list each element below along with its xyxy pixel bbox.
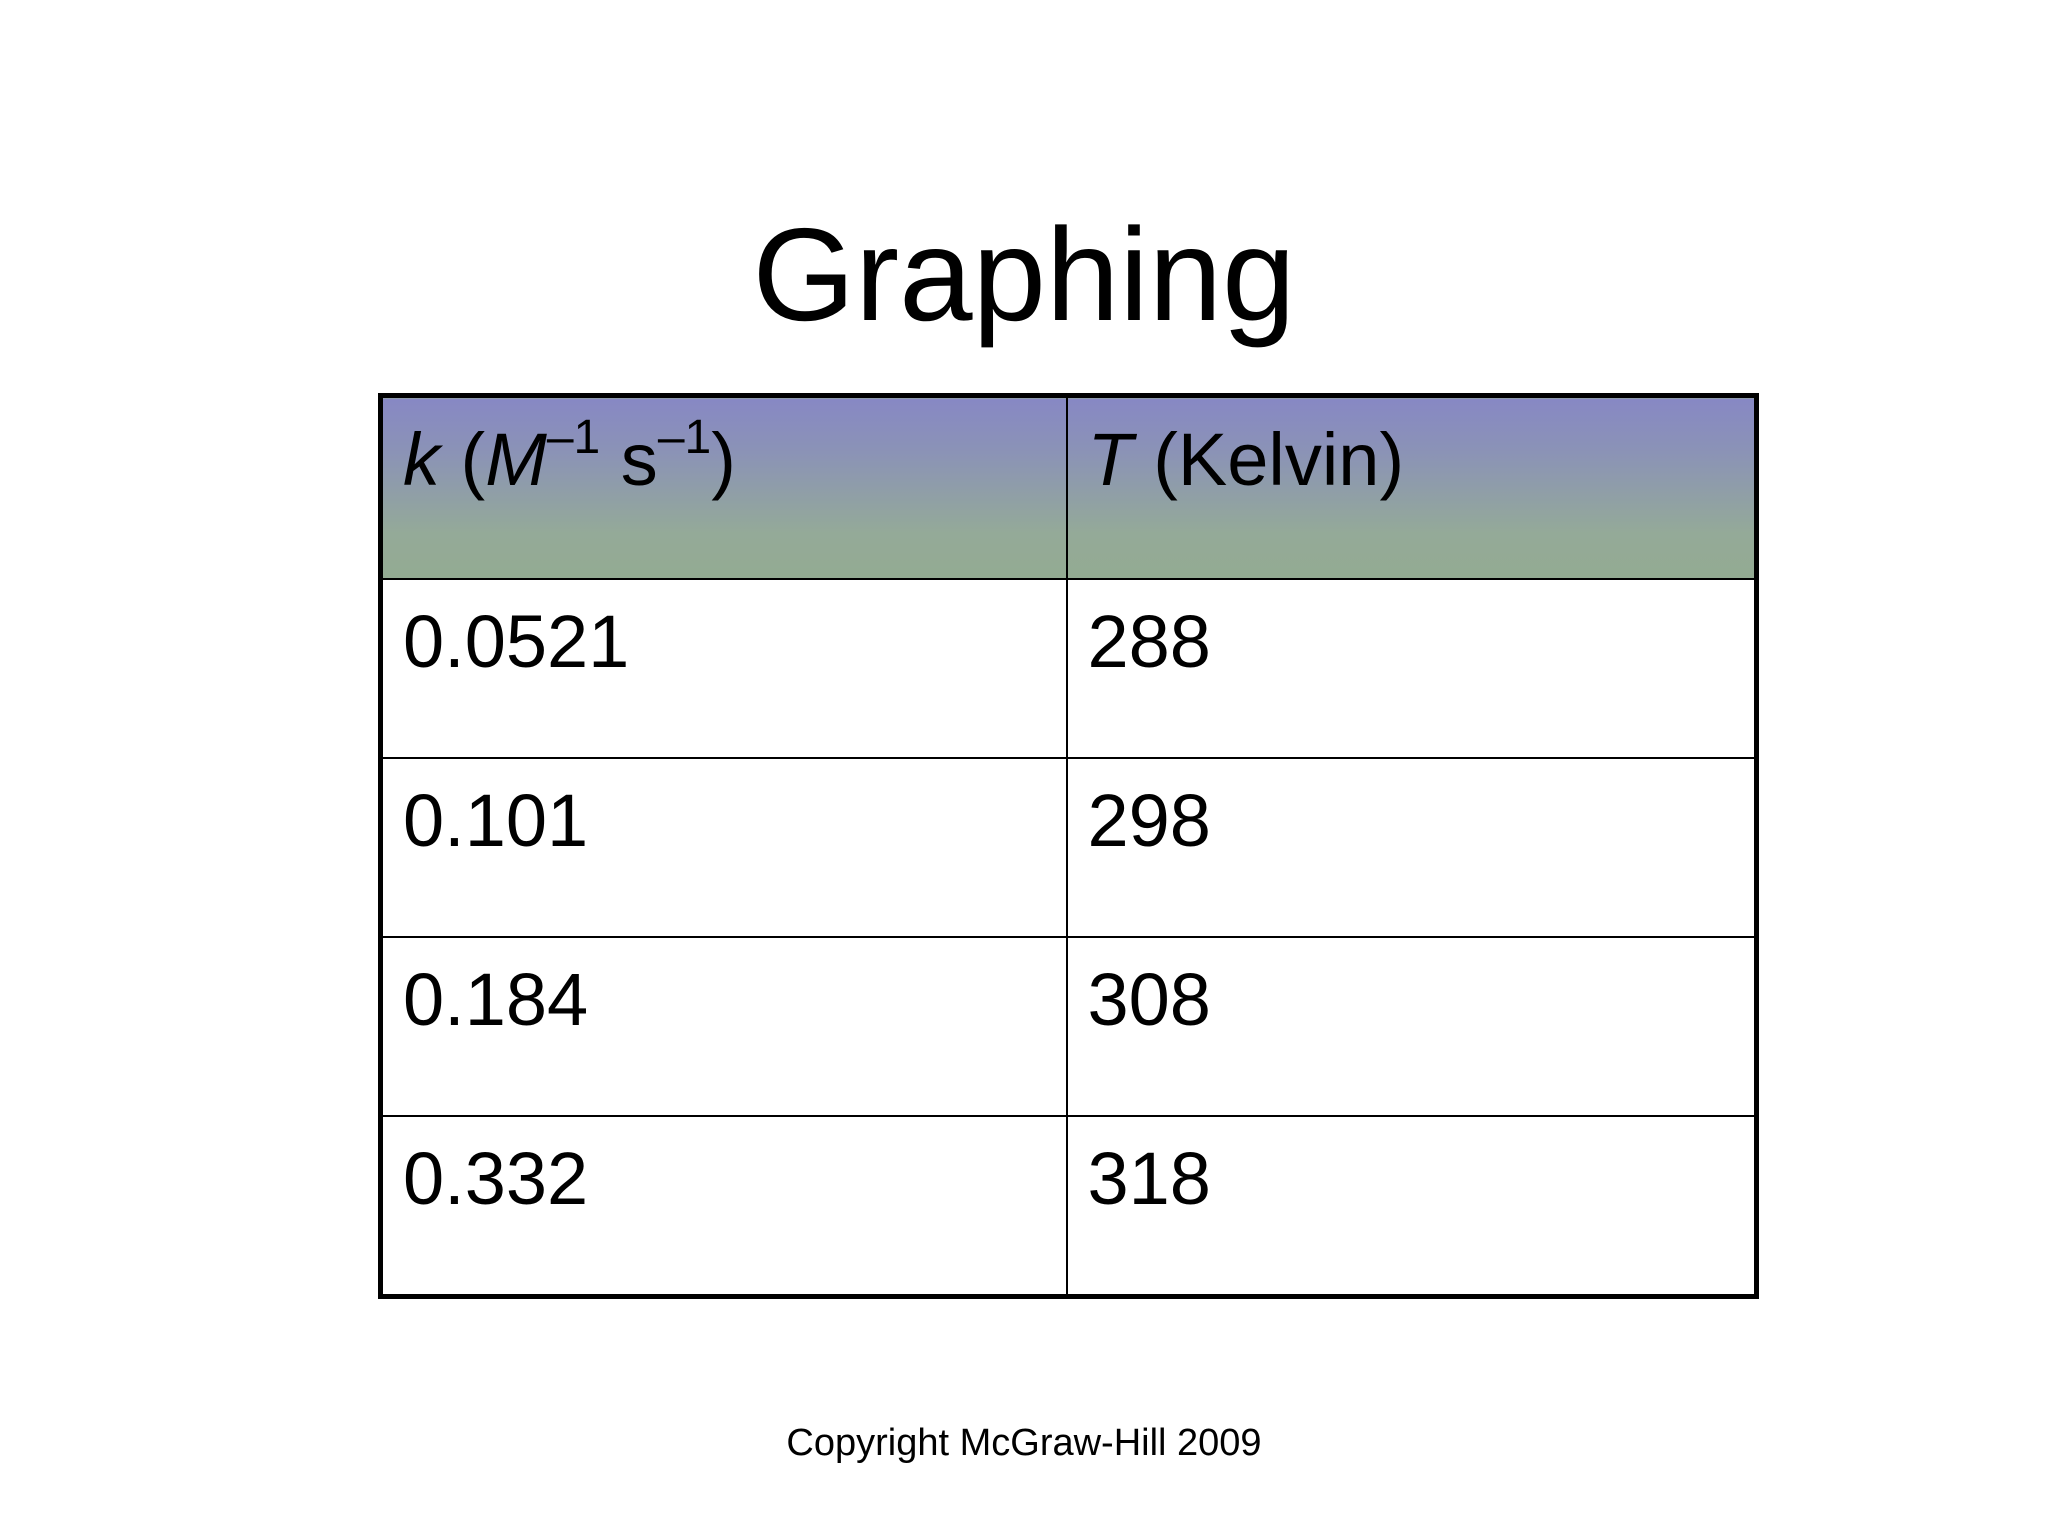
table-row: 0.0521 288 bbox=[379, 578, 1758, 759]
cell-t: 308 bbox=[1065, 936, 1758, 1117]
copyright-notice: Copyright McGraw-Hill 2009 bbox=[786, 1422, 1262, 1464]
header-rate-constant: k (M–1 s–1) bbox=[379, 394, 1068, 580]
table-header-row: k (M–1 s–1) T (Kelvin) bbox=[379, 394, 1758, 580]
header-temperature-label: T (Kelvin) bbox=[1088, 418, 1405, 501]
cell-k: 0.0521 bbox=[379, 578, 1068, 759]
table-row: 0.184 308 bbox=[379, 936, 1758, 1117]
table-row: 0.101 298 bbox=[379, 757, 1758, 938]
header-k-open-paren: ( bbox=[440, 418, 486, 501]
slide-title: Graphing bbox=[752, 201, 1296, 348]
header-k-close-paren: ) bbox=[711, 418, 736, 501]
header-temperature: T (Kelvin) bbox=[1065, 394, 1758, 580]
header-k-symbol: k bbox=[403, 418, 440, 501]
data-table: k (M–1 s–1) T (Kelvin) 0.0521 288 0.101 … bbox=[378, 393, 1759, 1299]
header-k-unit-s: s bbox=[600, 418, 658, 501]
header-t-unit: (Kelvin) bbox=[1132, 418, 1405, 501]
header-k-exp-m: –1 bbox=[546, 411, 601, 465]
table-row: 0.332 318 bbox=[379, 1115, 1758, 1298]
cell-k: 0.101 bbox=[379, 757, 1068, 938]
cell-k: 0.184 bbox=[379, 936, 1068, 1117]
cell-t: 288 bbox=[1065, 578, 1758, 759]
header-k-unit-m: M bbox=[485, 418, 547, 501]
cell-k: 0.332 bbox=[379, 1115, 1068, 1298]
header-t-symbol: T bbox=[1087, 418, 1133, 501]
header-k-exp-s: –1 bbox=[657, 411, 712, 465]
cell-t: 318 bbox=[1065, 1115, 1758, 1298]
header-rate-constant-label: k (M–1 s–1) bbox=[403, 414, 736, 501]
cell-t: 298 bbox=[1065, 757, 1758, 938]
